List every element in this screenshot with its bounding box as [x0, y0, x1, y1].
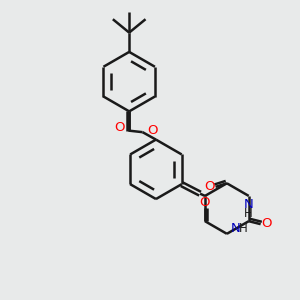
Text: O: O: [147, 124, 157, 137]
Text: H: H: [244, 207, 253, 220]
Text: O: O: [261, 217, 272, 230]
Text: N: N: [244, 198, 254, 211]
Text: O: O: [114, 121, 125, 134]
Text: H: H: [239, 222, 248, 235]
Text: O: O: [200, 196, 210, 209]
Text: O: O: [204, 180, 214, 194]
Text: N: N: [230, 222, 240, 235]
